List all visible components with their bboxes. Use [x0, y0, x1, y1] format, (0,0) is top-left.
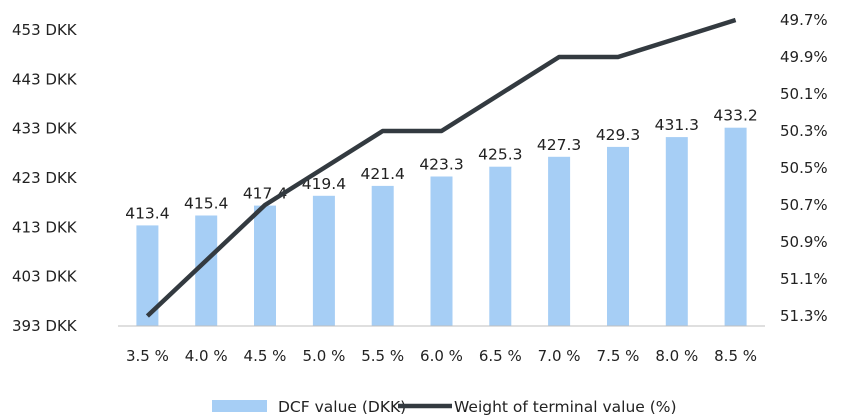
bar-data-label: 433.2 — [713, 107, 757, 125]
left-y-tick-label: 393 DKK — [12, 317, 78, 335]
right-y-tick-label: 50.3% — [780, 122, 828, 140]
x-tick-label: 7.0 % — [538, 347, 581, 365]
bar — [136, 225, 159, 326]
bar — [724, 127, 747, 326]
right-y-tick-label: 51.3% — [780, 307, 828, 325]
left-y-tick-label: 453 DKK — [12, 21, 78, 39]
x-tick-label: 8.0 % — [655, 347, 698, 365]
right-y-tick-label: 50.7% — [780, 196, 828, 214]
bar-data-label: 431.3 — [655, 116, 699, 134]
legend-bar-label: DCF value (DKK) — [278, 398, 406, 416]
x-tick-label: 4.0 % — [185, 347, 228, 365]
left-y-tick-label: 443 DKK — [12, 70, 78, 88]
left-y-tick-label: 423 DKK — [12, 169, 78, 187]
x-axis-ticks: 3.5 % 4.0 % 4.5 % 5.0 % 5.5 % 6.0 % 6.5 % 7.0 %… — [126, 347, 757, 365]
bar — [489, 166, 512, 326]
right-y-tick-label: 50.1% — [780, 85, 828, 103]
right-y-tick-label: 50.5% — [780, 159, 828, 177]
right-y-tick-label: 50.9% — [780, 233, 828, 251]
weight-line — [145, 17, 737, 318]
bar — [430, 176, 453, 326]
bar-data-label: 413.4 — [125, 204, 169, 222]
right-y-tick-label: 51.1% — [780, 270, 828, 288]
left-y-axis-ticks: 393 DKK 403 DKK 413 DKK 423 DKK 433 DKK 443 D… — [12, 21, 78, 335]
bar-data-label: 423.3 — [419, 156, 463, 174]
bar — [254, 205, 276, 326]
x-tick-label: 6.0 % — [420, 347, 463, 365]
bar-data-label: 425.3 — [478, 146, 522, 164]
left-y-tick-label: 433 DKK — [12, 120, 78, 138]
bar — [665, 137, 688, 326]
line-series — [145, 17, 737, 318]
bar-data-label: 415.4 — [184, 195, 228, 213]
legend-bar-swatch — [212, 400, 267, 412]
left-y-tick-label: 403 DKK — [12, 268, 78, 286]
x-tick-label: 6.5 % — [479, 347, 522, 365]
x-tick-label: 5.5 % — [361, 347, 404, 365]
legend: DCF value (DKK) Weight of terminal value… — [212, 398, 677, 416]
x-tick-label: 7.5 % — [597, 347, 640, 365]
left-y-tick-label: 413 DKK — [12, 218, 78, 236]
legend-line-label: Weight of terminal value (%) — [454, 398, 677, 416]
bar — [195, 215, 218, 326]
bar — [607, 146, 629, 326]
bar — [548, 156, 571, 326]
x-tick-label: 8.5 % — [714, 347, 757, 365]
right-y-tick-label: 49.9% — [780, 48, 828, 66]
x-tick-label: 3.5 % — [126, 347, 169, 365]
right-y-axis-ticks: 49.7% 49.9% 50.1% 50.3% 50.5% 50.7% 50.9% 51.1%… — [780, 11, 828, 325]
bar-data-labels: 413.4415.4417.4419.4421.4423.3425.3427.3… — [125, 107, 758, 223]
bar-data-label: 421.4 — [361, 165, 405, 183]
x-tick-label: 5.0 % — [302, 347, 345, 365]
bar — [312, 195, 335, 326]
right-y-tick-label: 49.7% — [780, 11, 828, 29]
x-tick-label: 4.5 % — [244, 347, 287, 365]
bar-data-label: 427.3 — [537, 136, 581, 154]
bar-series — [136, 127, 747, 326]
bar — [371, 185, 394, 326]
bar-data-label: 419.4 — [302, 175, 346, 193]
bar-data-label: 429.3 — [596, 126, 640, 144]
